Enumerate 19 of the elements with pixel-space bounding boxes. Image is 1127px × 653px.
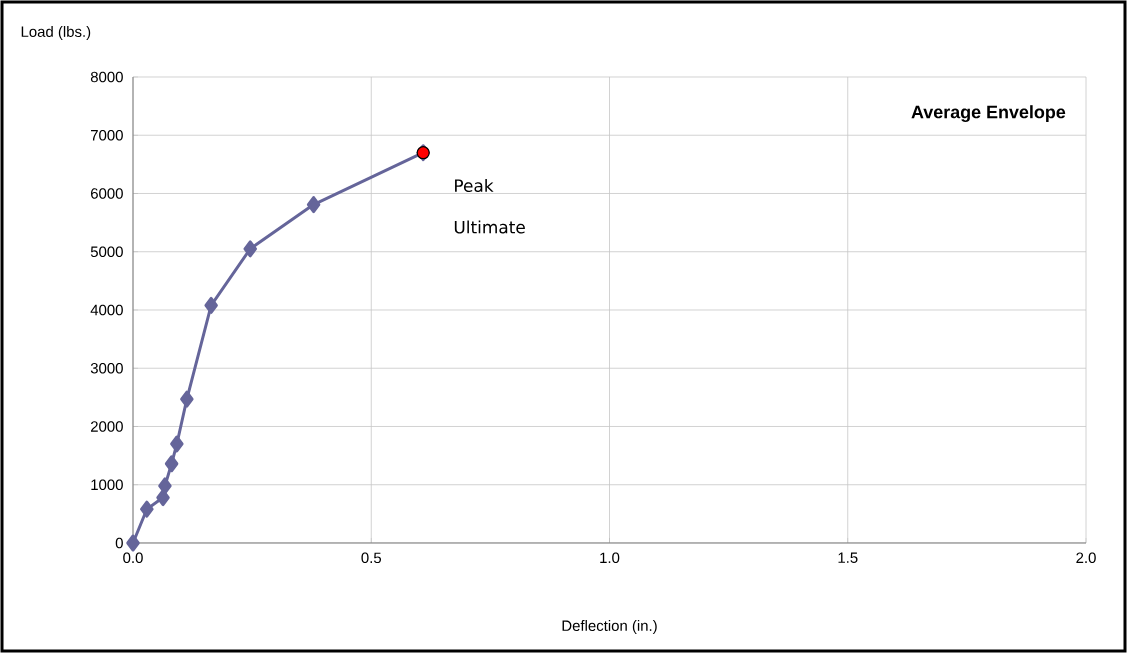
y-tick-label: 6000 bbox=[91, 188, 123, 199]
y-tick-label: 7000 bbox=[91, 129, 123, 141]
x-tick-label: 0.0 bbox=[123, 552, 143, 564]
y-tick-label: 8000 bbox=[90, 71, 123, 83]
y-tick-label: 0 bbox=[115, 537, 123, 549]
x-tick-label: 1.5 bbox=[838, 552, 858, 563]
text: Average Envelope bbox=[911, 105, 1066, 122]
x-tick-label: 1.0 bbox=[600, 552, 620, 564]
x-tick-label: 0.5 bbox=[361, 552, 382, 564]
y-tick-label: 3000 bbox=[90, 362, 123, 374]
x-axis-title: Deflection (in.) bbox=[562, 620, 657, 634]
x-tick-label: 2.0 bbox=[1076, 552, 1096, 564]
y-tick-label: 5000 bbox=[90, 246, 123, 258]
y-tick-label: 2000 bbox=[91, 421, 123, 432]
annotation: Peak bbox=[455, 178, 494, 193]
y-tick-label: 1000 bbox=[91, 479, 123, 491]
y-axis-title: Load (lbs.) bbox=[21, 26, 91, 40]
annotation: Ultimate bbox=[454, 220, 525, 234]
y-tick-label: 4000 bbox=[90, 304, 123, 316]
